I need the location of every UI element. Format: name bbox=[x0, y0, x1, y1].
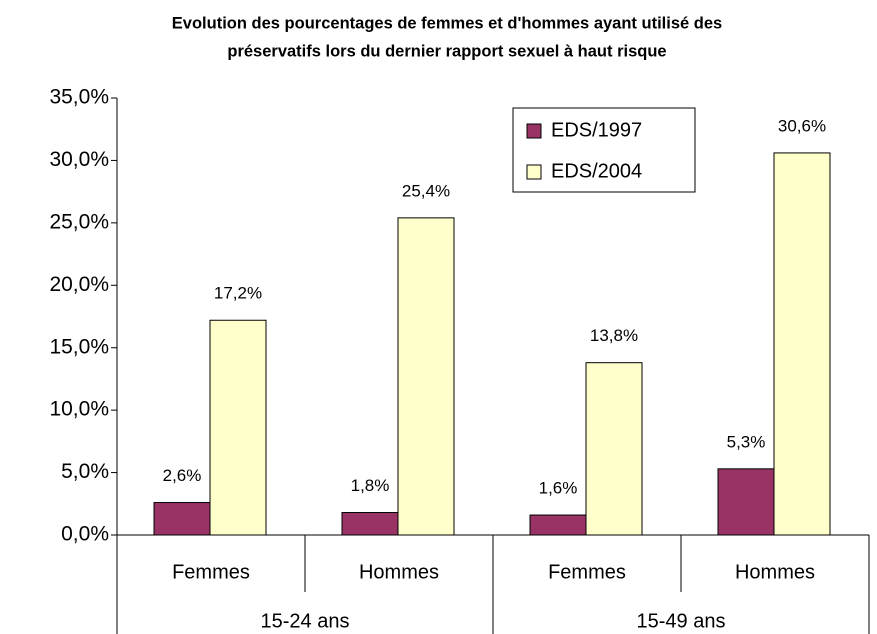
legend-label: EDS/2004 bbox=[551, 160, 642, 182]
value-label: 5,3% bbox=[727, 432, 766, 451]
value-label: 13,8% bbox=[590, 326, 638, 345]
value-label: 30,6% bbox=[778, 116, 826, 135]
y-tick-label: 30,0% bbox=[49, 148, 109, 171]
legend-box bbox=[512, 107, 696, 193]
value-label: 1,8% bbox=[351, 476, 390, 495]
value-label: 2,6% bbox=[163, 466, 202, 485]
bar bbox=[585, 362, 643, 536]
x-tick-label: Hommes bbox=[359, 561, 439, 583]
y-tick-label: 35,0% bbox=[49, 86, 109, 109]
y-tick-label: 15,0% bbox=[49, 335, 109, 358]
bar bbox=[209, 319, 267, 536]
x-tick-label: Femmes bbox=[548, 561, 626, 583]
y-tick-label: 5,0% bbox=[61, 460, 109, 483]
bar bbox=[773, 152, 831, 536]
y-tick-label: 10,0% bbox=[49, 398, 109, 421]
bar bbox=[153, 502, 211, 536]
group-label: 15-24 ans bbox=[261, 610, 350, 632]
legend-swatch bbox=[526, 164, 542, 180]
bar bbox=[717, 468, 775, 536]
bar bbox=[397, 217, 455, 536]
value-label: 17,2% bbox=[214, 284, 262, 303]
x-tick-label: Hommes bbox=[735, 561, 815, 583]
legend-swatch bbox=[526, 123, 542, 139]
bar bbox=[341, 512, 399, 536]
legend-label: EDS/1997 bbox=[551, 119, 642, 141]
bar bbox=[529, 514, 587, 536]
x-tick-label: Femmes bbox=[172, 561, 250, 583]
value-label: 1,6% bbox=[539, 479, 578, 498]
chart-title: Evolution des pourcentages de femmes et … bbox=[172, 14, 722, 32]
y-tick-label: 0,0% bbox=[61, 523, 109, 546]
y-tick-label: 25,0% bbox=[49, 210, 109, 233]
y-tick-label: 20,0% bbox=[49, 273, 109, 296]
group-label: 15-49 ans bbox=[637, 610, 726, 632]
value-label: 25,4% bbox=[402, 181, 450, 200]
chart-title: préservatifs lors du dernier rapport sex… bbox=[227, 42, 666, 60]
